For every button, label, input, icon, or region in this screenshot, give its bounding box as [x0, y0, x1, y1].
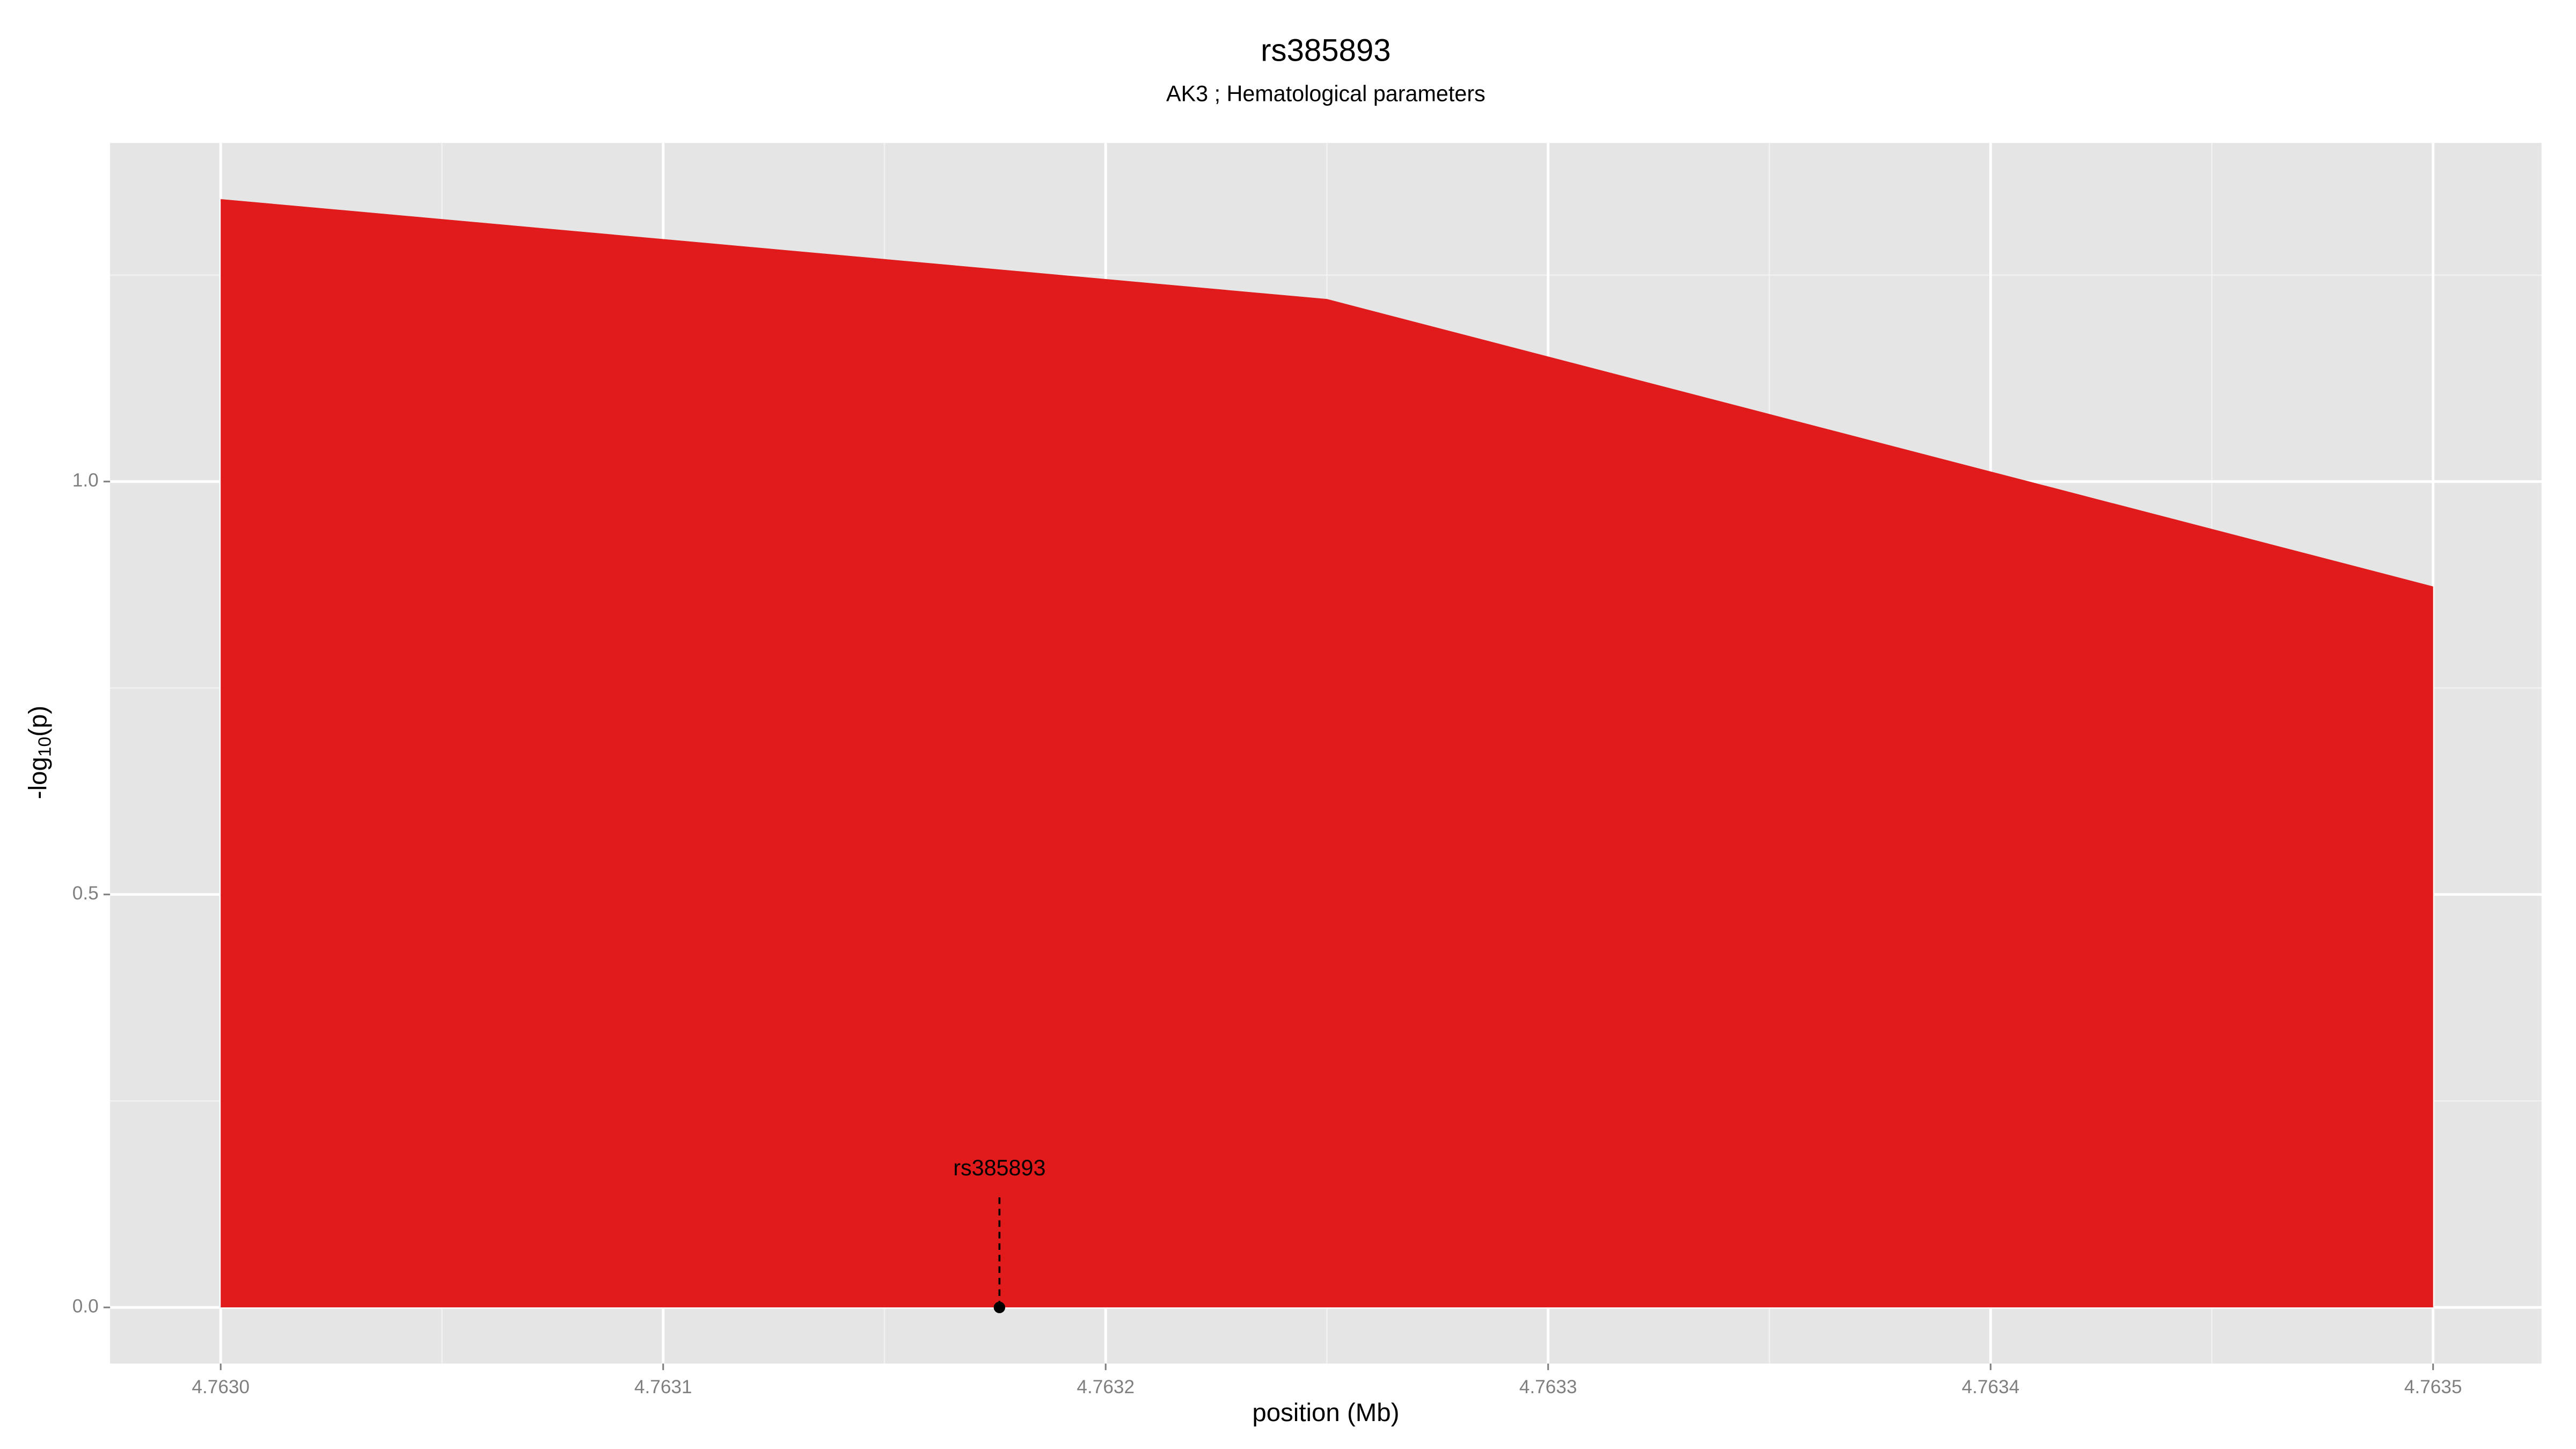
- annotation-point: [993, 1301, 1006, 1313]
- y-title-suffix: (p): [24, 706, 52, 737]
- y-axis-title: -log10(p): [24, 706, 55, 800]
- area: [221, 199, 2433, 1308]
- y-title-sub: 10: [35, 737, 55, 757]
- x-tick-label: 4.7634: [1962, 1377, 2019, 1397]
- y-tick-label: 1.0: [72, 470, 99, 491]
- x-tick-label: 4.7635: [2404, 1377, 2462, 1397]
- y-tick-label: 0.5: [72, 883, 99, 904]
- annotation-label: rs385893: [953, 1155, 1045, 1180]
- x-tick-label: 4.7631: [634, 1377, 692, 1397]
- chart-subtitle: AK3 ; Hematological parameters: [1166, 81, 1485, 106]
- x-axis-title: position (Mb): [1252, 1399, 1399, 1427]
- y-title-prefix: -log: [24, 757, 52, 799]
- x-tick-label: 4.7632: [1077, 1377, 1135, 1397]
- x-tick-label: 4.7633: [1519, 1377, 1577, 1397]
- x-tick-label: 4.7630: [192, 1377, 250, 1397]
- y-tick-label: 0.0: [72, 1296, 99, 1316]
- chart-title: rs385893: [1261, 33, 1391, 68]
